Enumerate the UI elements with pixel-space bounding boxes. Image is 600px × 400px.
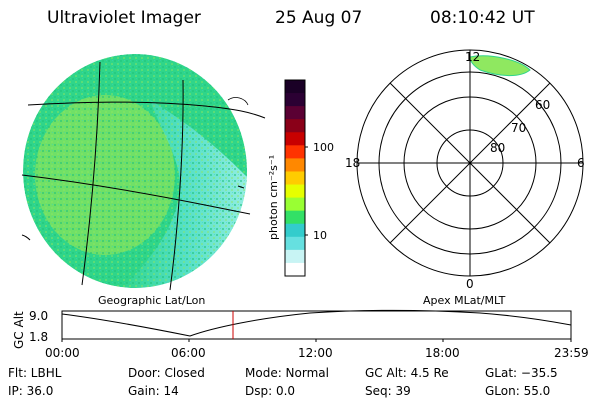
lat-label-60: 60	[535, 98, 550, 112]
colorbar-segment	[285, 93, 305, 107]
colorbar-segment	[285, 119, 305, 133]
colorbar-segment	[285, 197, 305, 212]
colorbar-segment	[285, 236, 305, 251]
colorbar-segment	[285, 249, 305, 264]
colorbar-unit-label: photon cm⁻²s⁻¹	[267, 155, 280, 240]
earth-image	[23, 54, 247, 288]
colorbar-tick-10: 10	[313, 229, 327, 242]
altitude-timeline	[61, 309, 572, 342]
colorbar-segment	[285, 132, 305, 146]
app-title: Ultraviolet Imager	[47, 8, 201, 28]
lat-label-70: 70	[511, 121, 526, 135]
filter-value: Flt: LBHL	[8, 366, 62, 380]
timeline-xtick-0: 00:00	[45, 346, 80, 360]
gain-value: Gain: 14	[128, 384, 179, 398]
polar-plot	[356, 49, 584, 277]
colorbar-segment	[285, 210, 305, 225]
colorbar-segment	[285, 223, 305, 238]
timeline-xtick-2: 12:00	[298, 346, 333, 360]
colorbar-segment	[285, 106, 305, 120]
mlt-label-18: 18	[345, 156, 360, 170]
mlt-label-6: 6	[577, 156, 585, 170]
mode-status: Mode: Normal	[245, 366, 329, 380]
time-label: 08:10:42 UT	[430, 8, 535, 28]
colorbar-segment	[285, 262, 305, 277]
colorbar-segment	[285, 158, 305, 173]
colorbar	[285, 80, 305, 277]
auroral-patch	[469, 55, 531, 77]
colorbar-tick-100: 100	[313, 141, 334, 154]
polar-label: Apex MLat/MLT	[423, 294, 506, 307]
colorbar-segment	[285, 80, 305, 94]
geographic-grid	[21, 61, 266, 291]
ip-value: IP: 36.0	[8, 384, 54, 398]
dsp-value: Dsp: 0.0	[245, 384, 296, 398]
timeline-xtick-4: 23:59	[554, 346, 589, 360]
timeline-ylabel: GC Alt	[12, 311, 26, 349]
map-label: Geographic Lat/Lon	[98, 294, 206, 307]
glon-value: GLon: 55.0	[485, 384, 551, 398]
timeline-xtick-1: 06:00	[171, 346, 206, 360]
colorbar-frame	[284, 79, 308, 277]
colorbar-segment	[285, 145, 305, 159]
mlt-label-12: 12	[465, 50, 480, 64]
glat-value: GLat: −35.5	[485, 366, 558, 380]
gc-alt-value: GC Alt: 4.5 Re	[365, 366, 449, 380]
timeline-xtick-3: 18:00	[425, 346, 460, 360]
colorbar-segment	[285, 171, 305, 186]
lat-label-80: 80	[490, 141, 505, 155]
date-label: 25 Aug 07	[275, 8, 363, 28]
colorbar-segment	[285, 184, 305, 199]
timeline-ytick-top: 9.0	[29, 309, 48, 323]
timeline-ytick-bottom: 1.8	[29, 330, 48, 344]
seq-value: Seq: 39	[365, 384, 411, 398]
door-status: Door: Closed	[128, 366, 205, 380]
altitude-curve	[61, 309, 572, 337]
mlt-label-0: 0	[466, 277, 474, 291]
